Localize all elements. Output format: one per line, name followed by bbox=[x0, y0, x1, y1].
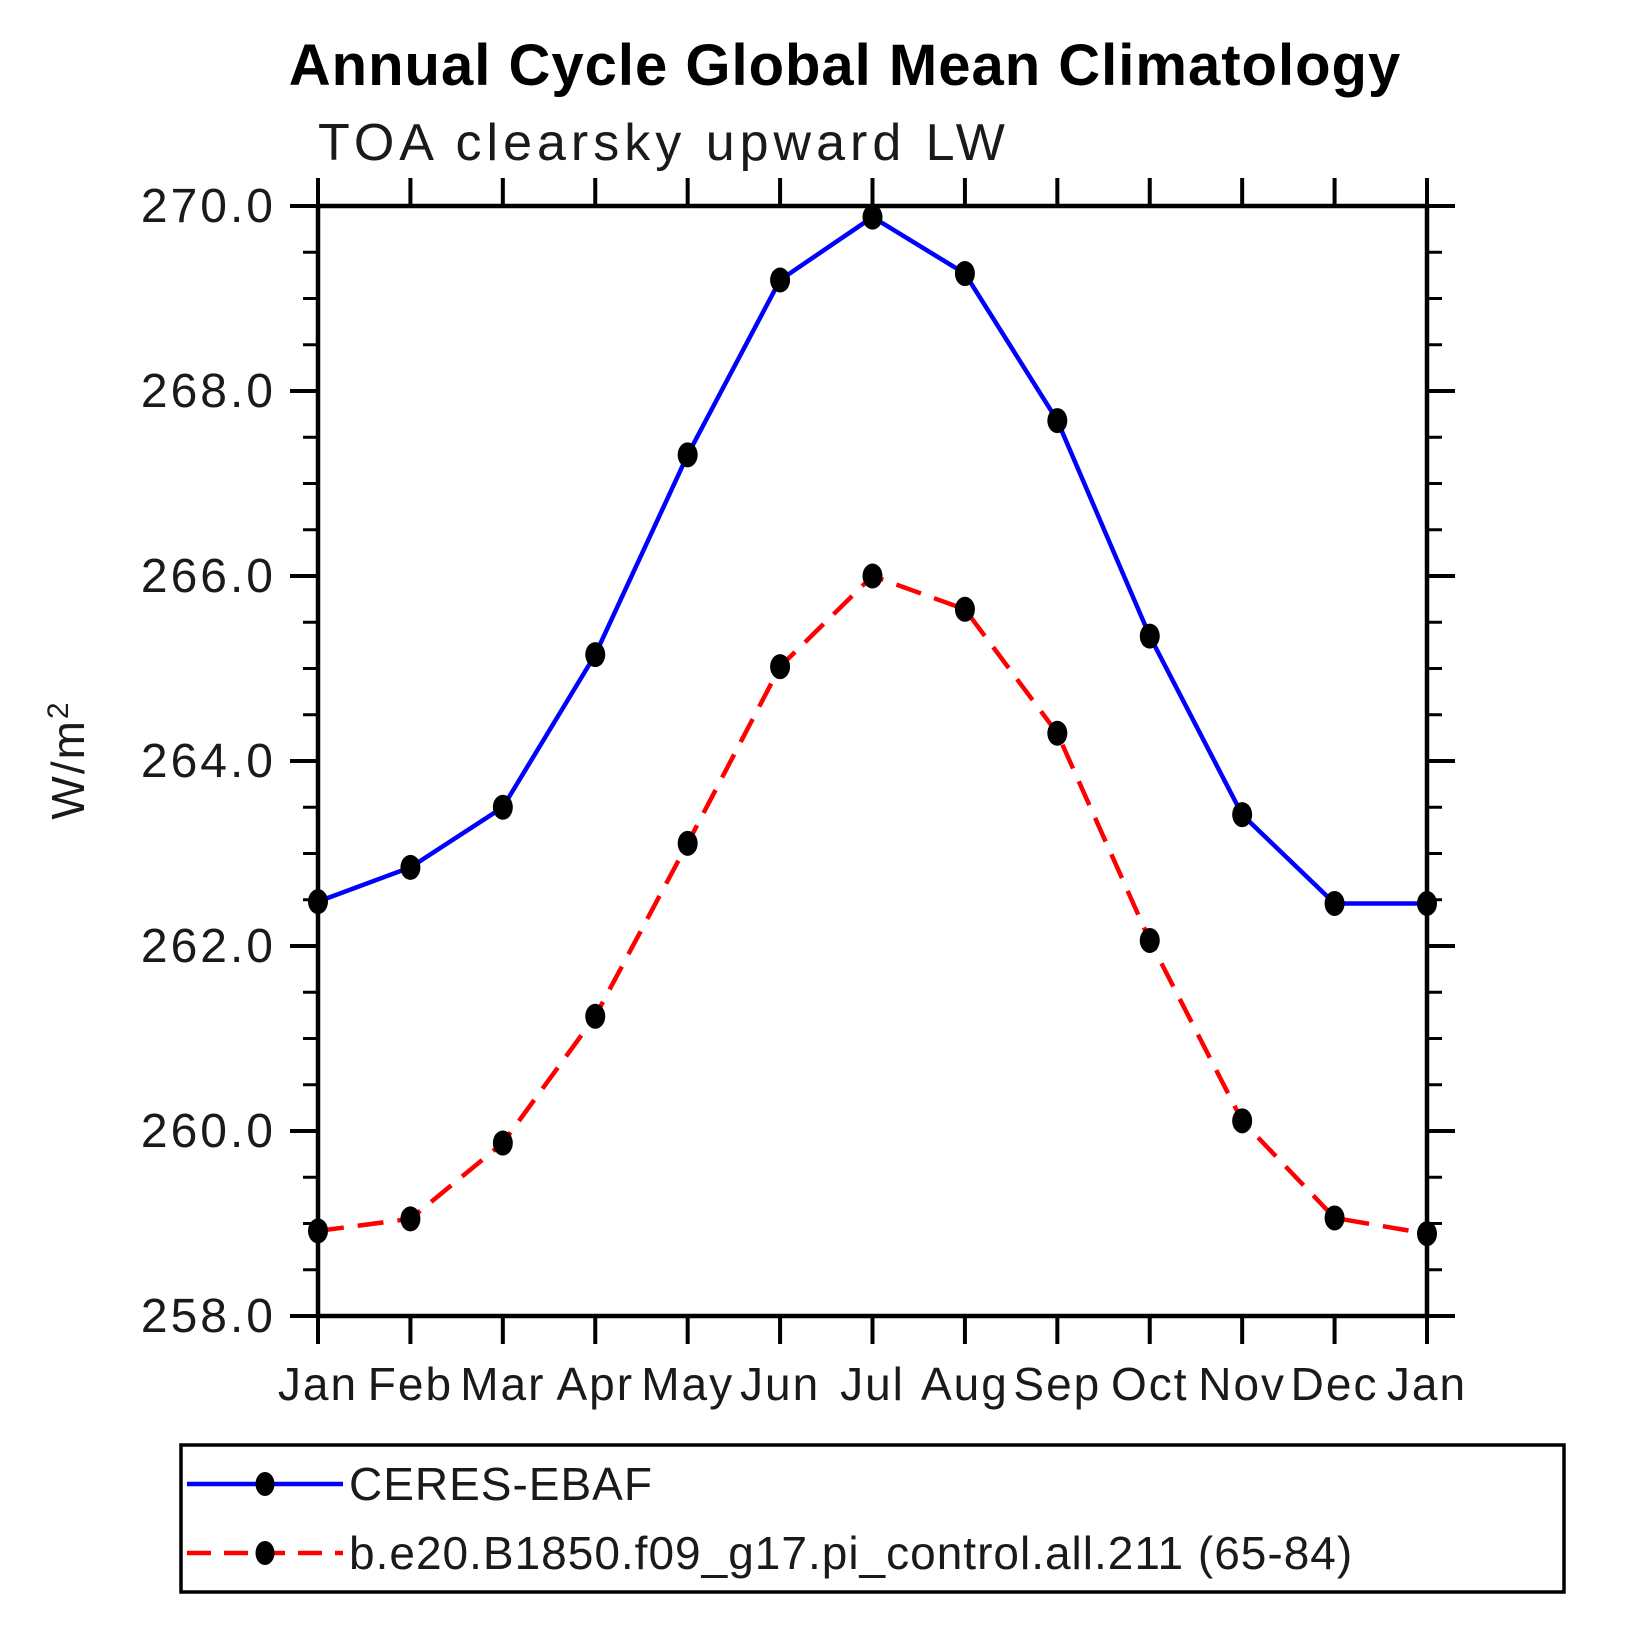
data-point-model bbox=[308, 1218, 328, 1244]
y-tick-label: 260.0 bbox=[141, 1105, 276, 1158]
x-tick-label: Aug bbox=[921, 1358, 1009, 1410]
y-axis-label: W/m2 bbox=[42, 700, 94, 819]
x-tick-label: Nov bbox=[1198, 1358, 1286, 1410]
data-point-ceres-ebaf bbox=[677, 442, 698, 468]
legend-label: b.e20.B1850.f09_g17.pi_control.all.211 (… bbox=[349, 1527, 1353, 1579]
data-point-model bbox=[954, 596, 975, 622]
chart-title: Annual Cycle Global Mean Climatology bbox=[289, 33, 1401, 98]
data-point-ceres-ebaf bbox=[1417, 890, 1437, 916]
legend-label: CERES-EBAF bbox=[349, 1458, 653, 1510]
y-tick-label: 268.0 bbox=[141, 365, 276, 418]
data-point-model bbox=[677, 830, 698, 856]
data-point-ceres-ebaf bbox=[308, 889, 328, 915]
x-tick-label: Dec bbox=[1291, 1358, 1379, 1410]
x-tick-label: Oct bbox=[1111, 1358, 1189, 1410]
legend: CERES-EBAF b.e20.B1850.f09_g17.pi_control… bbox=[179, 1443, 1566, 1594]
data-point-ceres-ebaf bbox=[1324, 890, 1345, 916]
chart-subtitle: TOA clearsky upward LW bbox=[318, 114, 1010, 172]
data-point-model bbox=[585, 1003, 606, 1029]
x-tick-label: Jan bbox=[1387, 1358, 1467, 1410]
legend-box bbox=[179, 1443, 1566, 1594]
data-point-ceres-ebaf bbox=[954, 261, 975, 287]
data-point-model bbox=[1047, 720, 1068, 746]
data-point-model bbox=[400, 1206, 421, 1232]
y-tick-label: 266.0 bbox=[141, 550, 276, 603]
legend-marker bbox=[255, 1472, 275, 1496]
data-point-ceres-ebaf bbox=[770, 267, 791, 293]
data-point-model bbox=[1232, 1108, 1253, 1134]
x-tick-label: Feb bbox=[368, 1358, 453, 1410]
x-tick-label: Jul bbox=[840, 1358, 905, 1410]
data-point-ceres-ebaf bbox=[1047, 408, 1068, 434]
data-point-ceres-ebaf bbox=[492, 794, 513, 820]
x-tick-label: Jan bbox=[278, 1358, 358, 1410]
data-point-model bbox=[770, 654, 791, 680]
x-tick-label: Mar bbox=[460, 1358, 545, 1410]
x-tick-label: Jun bbox=[740, 1358, 820, 1410]
data-point-model bbox=[862, 563, 883, 589]
x-tick-label: Apr bbox=[556, 1358, 634, 1410]
plot-frame bbox=[315, 203, 1430, 1319]
y-tick-label: 270.0 bbox=[141, 180, 276, 233]
x-tick-label: Sep bbox=[1013, 1358, 1101, 1410]
y-tick-label: 264.0 bbox=[141, 735, 276, 788]
y-tick-label: 262.0 bbox=[141, 920, 276, 973]
data-point-ceres-ebaf bbox=[400, 854, 421, 880]
legend-marker bbox=[255, 1541, 275, 1565]
data-point-ceres-ebaf bbox=[585, 642, 606, 668]
y-tick-label: 258.0 bbox=[141, 1290, 276, 1343]
data-point-model bbox=[1139, 927, 1160, 953]
data-point-ceres-ebaf bbox=[1232, 802, 1253, 828]
data-point-ceres-ebaf bbox=[862, 204, 883, 230]
data-point-model bbox=[492, 1130, 513, 1156]
data-point-model bbox=[1417, 1221, 1437, 1247]
series-line-ceres-ebaf bbox=[317, 214, 1427, 906]
series-line-model bbox=[317, 573, 1428, 1236]
x-tick-label: May bbox=[641, 1358, 734, 1410]
data-point-model bbox=[1324, 1205, 1345, 1231]
data-point-ceres-ebaf bbox=[1139, 623, 1160, 649]
